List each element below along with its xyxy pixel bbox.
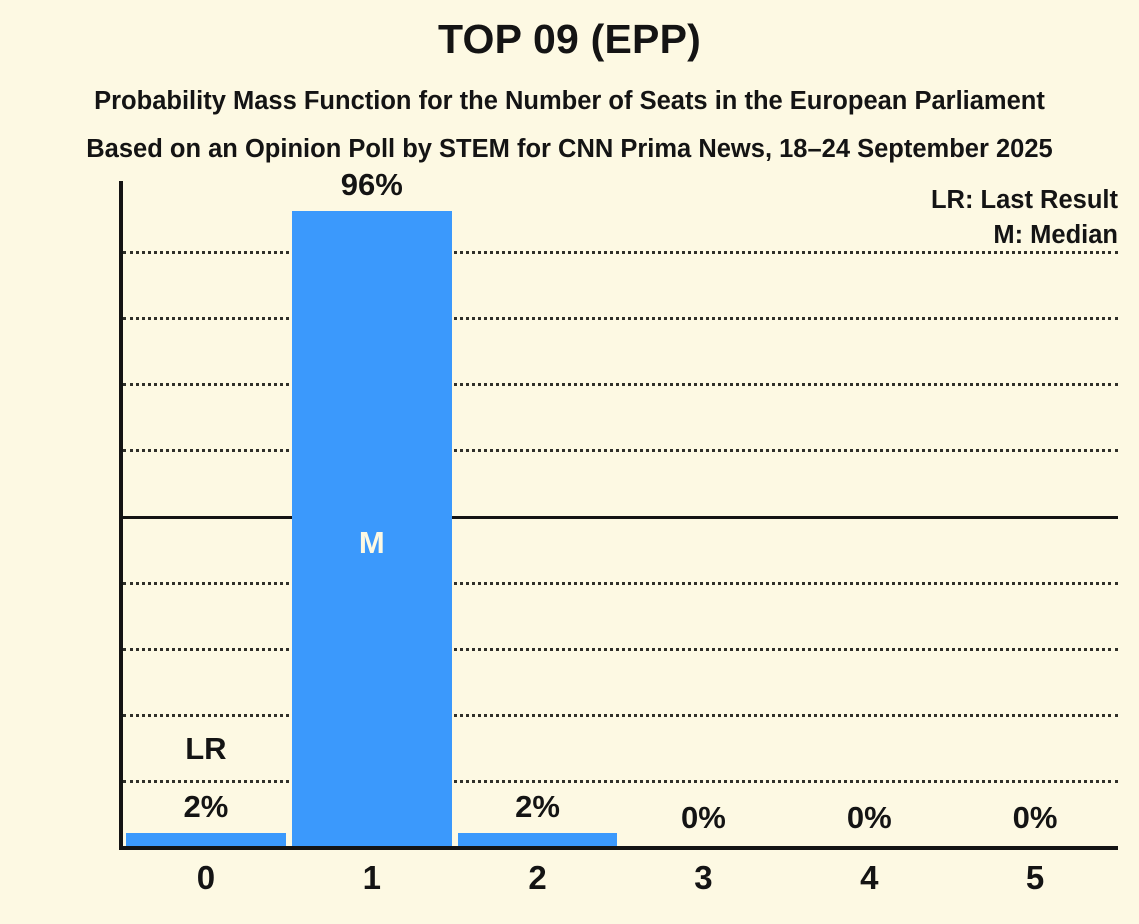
- x-tick-label-4: 4: [860, 859, 879, 896]
- last-result-marker-0: LR: [185, 730, 227, 766]
- x-tick-label-0: 0: [196, 859, 216, 896]
- gridline-80: [123, 317, 1118, 321]
- page-title: TOP 09 (EPP): [438, 16, 701, 62]
- gridline-20: [123, 713, 1118, 717]
- bar-1[interactable]: [291, 211, 452, 846]
- bar-value-label-3: 0%: [681, 800, 726, 835]
- gridline-90: [123, 251, 1118, 255]
- bar-2[interactable]: [457, 832, 618, 846]
- gridline-70: [123, 383, 1118, 387]
- y-axis-line: [119, 181, 123, 848]
- median-marker-1: M: [358, 524, 385, 560]
- gridline-60: [123, 449, 1118, 453]
- bar-value-label-4: 0%: [846, 800, 892, 835]
- bar-value-label-5: 0%: [1012, 800, 1058, 835]
- x-tick-label-1: 1: [362, 859, 381, 896]
- chart-legend: LR: Last Result M: Median: [931, 183, 1118, 253]
- bar-value-label-0: 2%: [183, 788, 229, 824]
- bar-value-label-1: 96%: [340, 167, 403, 203]
- gridline-30: [123, 647, 1118, 651]
- bar-value-label-2: 2%: [515, 788, 560, 824]
- x-tick-label-2: 2: [528, 859, 547, 896]
- x-tick-label-3: 3: [694, 859, 713, 896]
- gridline-40: [123, 581, 1118, 585]
- legend-entry-last-result: LR: Last Result: [930, 186, 1118, 214]
- legend-entry-median: M: Median: [993, 220, 1118, 249]
- chart-subtitle-primary: Probability Mass Function for the Number…: [94, 87, 1045, 115]
- gridline-50: [123, 515, 1118, 519]
- x-axis-line: [119, 846, 1118, 850]
- x-tick-label-5: 5: [1025, 859, 1045, 896]
- bar-0[interactable]: [126, 832, 286, 846]
- gridline-10: [123, 779, 1118, 783]
- chart-subtitle-secondary: Based on an Opinion Poll by STEM for CNN…: [86, 135, 1053, 163]
